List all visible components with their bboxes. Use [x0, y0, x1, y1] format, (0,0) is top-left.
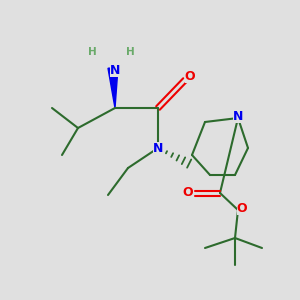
Text: O: O	[183, 187, 193, 200]
Text: O: O	[237, 202, 247, 214]
Text: N: N	[233, 110, 243, 122]
Polygon shape	[108, 68, 118, 108]
Text: O: O	[185, 70, 195, 83]
Text: H: H	[126, 47, 134, 57]
Text: N: N	[153, 142, 163, 154]
Text: N: N	[110, 64, 120, 76]
Text: H: H	[88, 47, 96, 57]
